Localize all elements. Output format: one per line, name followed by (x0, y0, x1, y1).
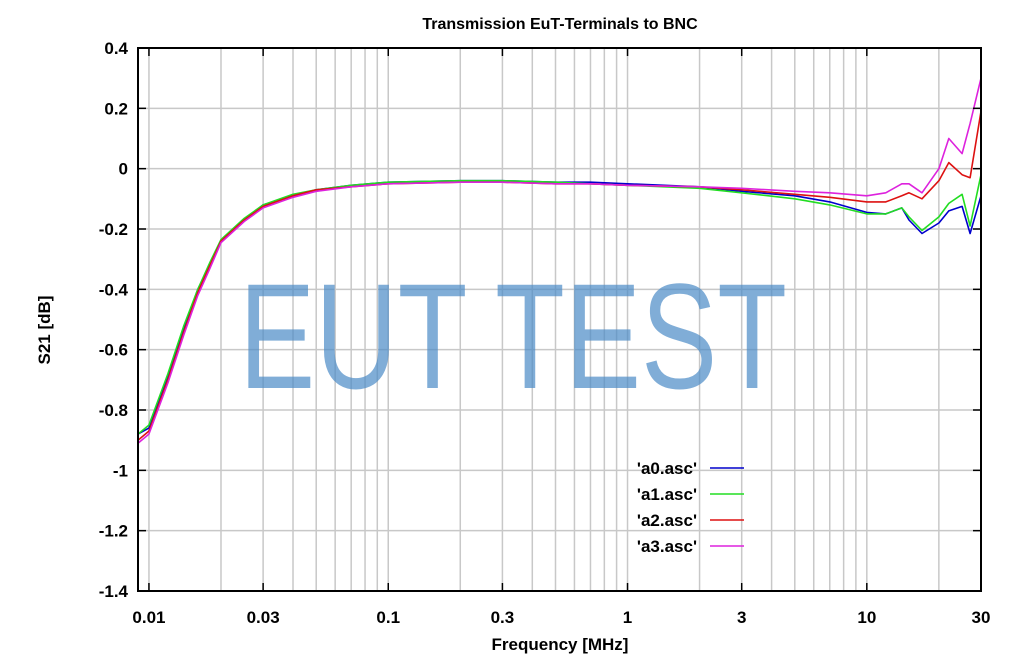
legend-label: 'a3.asc' (637, 537, 697, 556)
x-tick-label: 0.1 (376, 608, 400, 627)
x-tick-label: 3 (737, 608, 746, 627)
y-tick-label: 0 (119, 160, 128, 179)
y-tick-label: -0.2 (99, 220, 128, 239)
x-tick-label: 1 (623, 608, 632, 627)
x-tick-label: 0.01 (132, 608, 165, 627)
y-tick-label: -0.6 (99, 341, 128, 360)
plot-frame (137, 47, 982, 592)
legend-label: 'a0.asc' (637, 459, 697, 478)
y-tick-label: -0.4 (99, 280, 129, 299)
x-axis-ticks: 0.01 0.03 0.1 0.3 1 3 10 30 (132, 48, 990, 627)
series-line-3 (137, 78, 982, 444)
x-tick-label: 10 (857, 608, 876, 627)
y-tick-label: 0.2 (104, 99, 128, 118)
x-tick-label: 0.03 (247, 608, 280, 627)
data-series (137, 78, 982, 444)
chart-title: Transmission EuT-Terminals to BNC (422, 16, 698, 33)
y-tick-label: -1.4 (99, 582, 129, 601)
x-tick-label: 0.3 (491, 608, 515, 627)
legend-label: 'a2.asc' (637, 511, 697, 530)
y-tick-label: -1.2 (99, 522, 128, 541)
y-axis-ticks: 0.4 0.2 0 -0.2 -0.4 -0.6 -0.8 -1 -1.2 -1.4 (99, 39, 981, 601)
y-tick-label: -1 (113, 461, 128, 480)
y-axis-title: S21 [dB] (35, 296, 54, 365)
y-tick-label: 0.4 (104, 39, 128, 58)
y-tick-label: -0.8 (99, 401, 128, 420)
legend-label: 'a1.asc' (637, 485, 697, 504)
x-tick-label: 30 (972, 608, 991, 627)
legend: 'a0.asc' 'a1.asc' 'a2.asc' 'a3.asc' (637, 459, 744, 556)
watermark-text: EUT TEST (239, 252, 787, 420)
x-axis-title: Frequency [MHz] (492, 635, 629, 654)
